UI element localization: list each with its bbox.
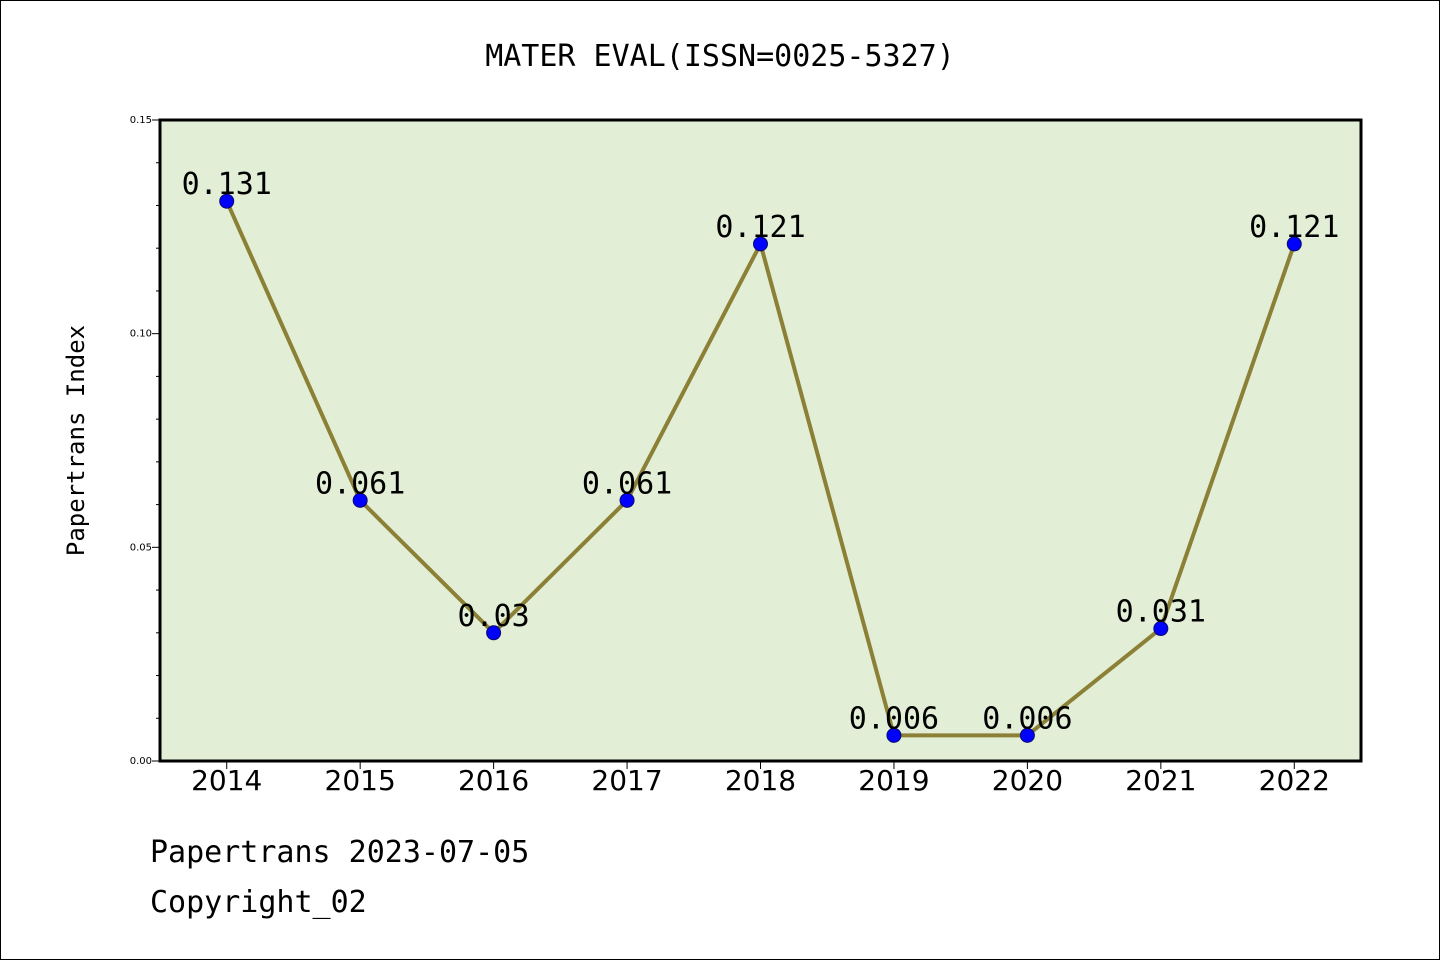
x-tick-label: 2019	[858, 764, 929, 797]
data-point-marker	[1153, 621, 1169, 637]
plot-border	[158, 118, 1363, 763]
y-tick-label: 0.10	[130, 329, 152, 340]
data-point-label: 0.031	[1116, 595, 1206, 630]
data-point-marker	[886, 727, 902, 743]
data-point-label: 0.061	[315, 466, 405, 501]
data-point-label: 0.006	[849, 701, 939, 736]
y-tick-label: 0.00	[130, 756, 152, 767]
chart-title: MATER EVAL(ISSN=0025-5327)	[485, 39, 955, 74]
data-point-marker	[486, 625, 502, 641]
data-point-label: 0.121	[1249, 210, 1339, 245]
data-point-marker	[1019, 727, 1035, 743]
x-axis-ticks: 2014 2015 2016 2017 2018 2019 2020 2021 2022	[191, 761, 1330, 797]
x-tick-label: 2016	[458, 764, 529, 797]
data-point-label: 0.121	[715, 210, 805, 245]
x-tick-label: 2014	[191, 764, 262, 797]
x-tick-label: 2021	[1125, 764, 1196, 797]
x-tick-label: 2022	[1259, 764, 1330, 797]
data-point-marker	[219, 193, 235, 209]
data-labels: 0.131 0.061 0.03 0.061 0.121 0.006 0.006 0.031 0…	[182, 167, 1340, 736]
plot-area	[160, 120, 1361, 761]
footer-copyright: Copyright_02	[150, 885, 367, 920]
data-point-label: 0.006	[982, 701, 1072, 736]
data-point-label: 0.061	[582, 466, 672, 501]
data-point-label: 0.03	[457, 599, 529, 634]
y-tick-label: 0.15	[130, 115, 152, 126]
y-tick-label: 0.05	[130, 542, 152, 553]
y-axis-ticks: 0.00 0.05 0.10 0.15	[130, 115, 160, 767]
data-point-marker	[352, 492, 368, 508]
x-tick-label: 2017	[591, 764, 662, 797]
data-point-label: 0.131	[182, 167, 272, 202]
data-markers	[219, 193, 1302, 743]
x-tick-label: 2020	[992, 764, 1063, 797]
data-point-marker	[753, 236, 768, 252]
footer-date: Papertrans 2023-07-05	[150, 835, 530, 870]
data-point-marker	[619, 492, 635, 508]
data-point-marker	[1286, 236, 1302, 252]
y-axis-label: Papertrans Index	[62, 325, 90, 556]
x-tick-label: 2015	[325, 764, 396, 797]
x-tick-label: 2018	[725, 764, 796, 797]
